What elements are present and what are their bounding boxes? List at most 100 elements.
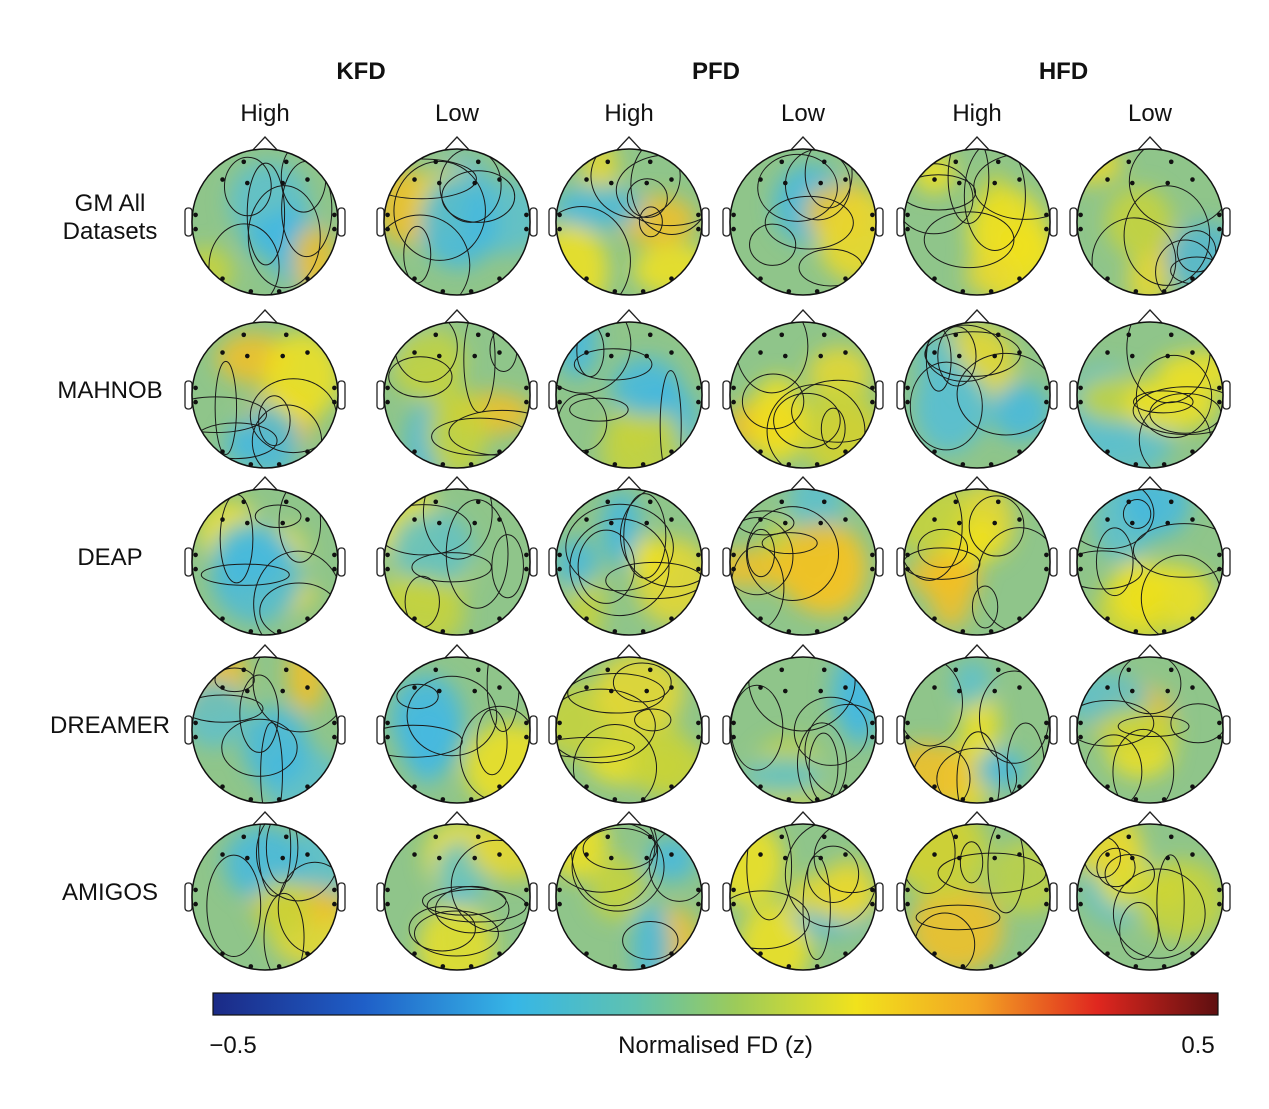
blob [632,902,671,970]
electrode [870,734,875,740]
contour [258,824,292,897]
electrode [1129,855,1135,861]
electrode [475,332,481,338]
contour [947,149,990,224]
electrode [821,499,827,505]
electrode [248,462,254,467]
electrode [696,226,701,232]
electrode [305,449,310,454]
row-label: DEAP [77,544,143,571]
electrode [605,667,611,673]
electrode [248,289,254,294]
electrode [905,734,910,740]
electrode [1017,784,1022,789]
electrode [193,552,198,558]
electrode [731,720,736,726]
contour [746,528,776,578]
contour [987,824,1025,914]
ear [896,380,905,410]
blob [631,536,668,580]
head-outline [1076,321,1224,469]
electrode [472,353,478,359]
electrode [248,629,254,634]
electrode [1078,720,1083,726]
contour [904,824,956,895]
electrode [332,720,337,726]
electrode [932,449,937,454]
topoplot [376,476,538,636]
electrode [557,212,562,218]
electrode [220,784,225,789]
contour [384,724,463,758]
electrode [843,449,848,454]
contour [936,747,1018,803]
contour [396,683,439,710]
electrode [412,784,417,789]
electrode [283,667,289,673]
electrode [696,734,701,740]
nose [250,476,280,493]
electrode [280,353,286,359]
topoplot [722,811,884,971]
field [904,322,1050,468]
ear [1069,715,1078,745]
electrode [1078,385,1083,391]
electrode [1190,951,1195,956]
contour [1132,386,1223,435]
electrode [696,901,701,907]
contour [565,503,674,592]
electrode [193,734,198,740]
electrode [992,353,998,359]
electrode [870,566,875,572]
ear [376,547,385,577]
electrode [283,834,289,840]
electrode [1044,399,1049,405]
blob [556,539,600,589]
head-outline [555,656,703,804]
electrode [605,332,611,338]
contour [208,223,280,295]
electrode [758,951,763,956]
field [904,489,1050,635]
ear [896,715,905,745]
blob [391,325,465,400]
electrode [332,901,337,907]
electrode [280,180,286,186]
electrode [468,964,474,969]
electrode [1133,289,1139,294]
topoplot [376,811,538,971]
electrode [472,855,478,861]
electrode [932,517,937,522]
nose [1135,309,1165,326]
contour [1117,715,1190,738]
electrode [1161,289,1167,294]
contour [253,550,338,635]
electrode [305,784,310,789]
electrode [1044,887,1049,893]
electrode [1017,852,1022,857]
electrode [988,797,994,802]
electrode [1044,385,1049,391]
contour [757,153,838,222]
electrode [584,276,589,281]
blob [906,557,982,596]
ear [337,380,346,410]
electrode [1190,276,1195,281]
electrode [220,350,225,355]
electrode [241,834,247,840]
electrode [440,964,446,969]
electrode [932,177,937,182]
electrode [280,520,286,526]
blob [601,491,642,566]
electrode [647,159,653,165]
electrode [905,566,910,572]
field [556,322,702,468]
electrode [385,566,390,572]
contour [796,722,847,803]
electrode [193,385,198,391]
contour [252,657,338,733]
ear [1222,715,1231,745]
electrode [332,887,337,893]
electrode [1190,177,1195,182]
topoplot [548,309,710,469]
